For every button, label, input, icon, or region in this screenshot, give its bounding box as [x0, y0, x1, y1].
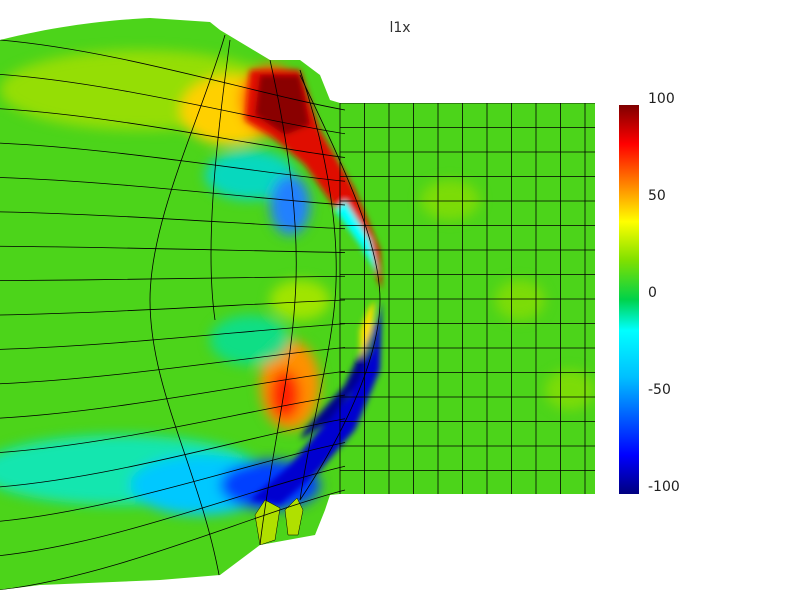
colorbar-tick-label: -50 — [648, 382, 671, 398]
colorbar — [619, 105, 639, 494]
colorbar-tick-label: -100 — [648, 479, 680, 495]
contour-field — [0, 18, 595, 590]
colorbar-tick-label: 0 — [648, 285, 657, 301]
colorbar-tick-label: 50 — [648, 188, 666, 204]
colorbar-tick-label: 100 — [648, 91, 675, 107]
plot-title: l1x — [389, 20, 411, 36]
